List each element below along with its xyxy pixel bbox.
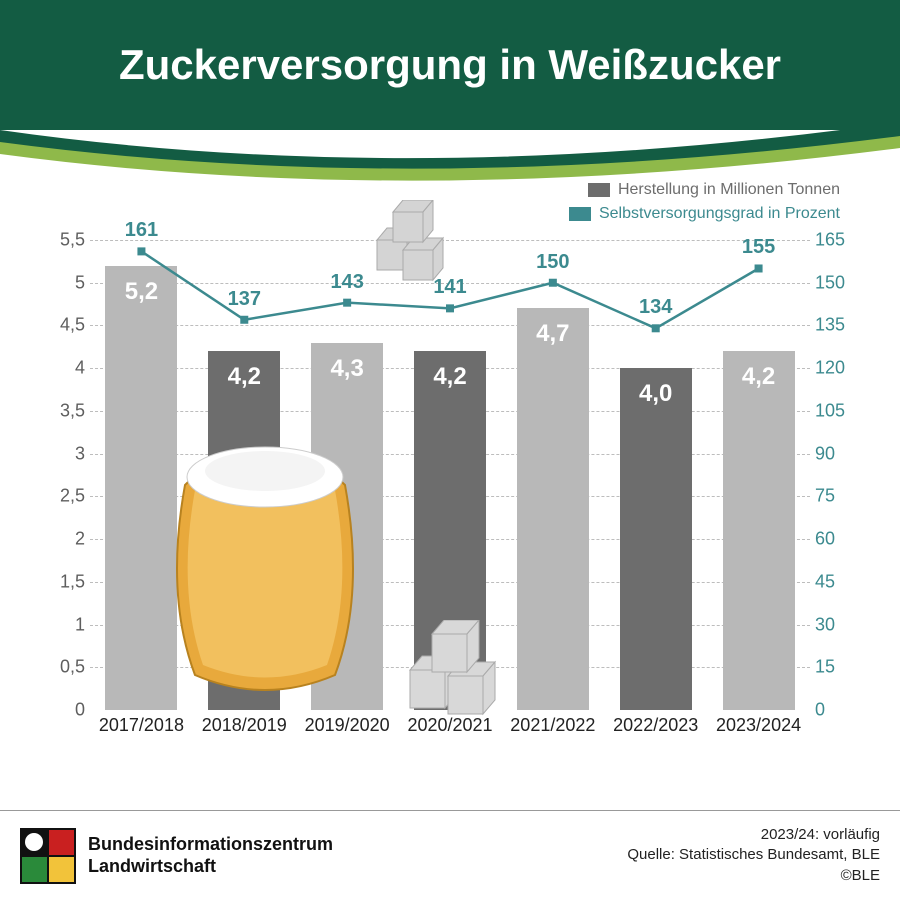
y-left-tick: 5,5 xyxy=(30,230,85,251)
bar: 4,2 xyxy=(723,351,795,710)
org-line-2: Landwirtschaft xyxy=(88,856,333,878)
line-value-label: 150 xyxy=(536,251,569,274)
bar: 5,2 xyxy=(105,266,177,710)
line-value-label: 134 xyxy=(639,296,672,319)
y-left-tick: 2 xyxy=(30,529,85,550)
legend: Herstellung in Millionen Tonnen Selbstve… xyxy=(569,178,840,226)
bar-value-label: 4,2 xyxy=(208,363,280,391)
bar-value-label: 4,0 xyxy=(620,380,692,408)
legend-bars-label: Herstellung in Millionen Tonnen xyxy=(618,178,840,202)
swatch-line-icon xyxy=(569,207,591,221)
org-line-1: Bundesinformationszentrum xyxy=(88,834,333,856)
y-right-tick: 60 xyxy=(815,529,870,550)
x-tick-label: 2022/2023 xyxy=(613,715,698,736)
y-left-tick: 1,5 xyxy=(30,571,85,592)
legend-bars: Herstellung in Millionen Tonnen xyxy=(569,178,840,202)
bar: 4,3 xyxy=(311,343,383,710)
chart: Herstellung in Millionen Tonnen Selbstve… xyxy=(30,170,870,770)
legend-line: Selbstversorgungsgrad in Prozent xyxy=(569,202,840,226)
bar: 4,0 xyxy=(620,368,692,710)
y-left-tick: 5 xyxy=(30,272,85,293)
y-right-tick: 90 xyxy=(815,443,870,464)
bar: 4,2 xyxy=(414,351,486,710)
bar-value-label: 4,2 xyxy=(723,363,795,391)
plot-area: 5,24,24,34,24,74,04,2 161137143141150134… xyxy=(90,240,810,710)
bars: 5,2 4,2 4,3 4,2 4,7 4,0 4,2 xyxy=(90,240,810,710)
header: Zuckerversorgung in Weißzucker xyxy=(0,0,900,130)
logo-text: Bundesinformationszentrum Landwirtschaft xyxy=(88,834,333,877)
footer: Bundesinformationszentrum Landwirtschaft… xyxy=(0,810,900,900)
y-right-tick: 15 xyxy=(815,657,870,678)
y-left-tick: 4 xyxy=(30,358,85,379)
y-axis-left: 00,511,522,533,544,555,5 xyxy=(30,240,85,710)
y-right-tick: 135 xyxy=(815,315,870,336)
y-right-tick: 105 xyxy=(815,400,870,421)
y-left-tick: 3,5 xyxy=(30,400,85,421)
y-left-tick: 0,5 xyxy=(30,657,85,678)
bar-value-label: 4,7 xyxy=(517,320,589,348)
bar: 4,2 xyxy=(208,351,280,710)
y-right-tick: 75 xyxy=(815,486,870,507)
y-axis-right: 0153045607590105120135150165 xyxy=(815,240,870,710)
bar-value-label: 4,3 xyxy=(311,355,383,383)
legend-line-label: Selbstversorgungsgrad in Prozent xyxy=(599,202,840,226)
y-right-tick: 45 xyxy=(815,571,870,592)
y-left-tick: 0 xyxy=(30,700,85,721)
line-value-label: 161 xyxy=(125,219,158,242)
copyright: ©BLE xyxy=(627,866,880,886)
bar: 4,7 xyxy=(517,308,589,710)
y-right-tick: 165 xyxy=(815,230,870,251)
y-right-tick: 0 xyxy=(815,700,870,721)
x-tick-label: 2019/2020 xyxy=(305,715,390,736)
y-left-tick: 3 xyxy=(30,443,85,464)
page-title: Zuckerversorgung in Weißzucker xyxy=(119,41,781,89)
x-tick-label: 2023/2024 xyxy=(716,715,801,736)
line-value-label: 143 xyxy=(330,270,363,293)
line-value-label: 155 xyxy=(742,236,775,259)
bar-value-label: 5,2 xyxy=(105,278,177,306)
y-left-tick: 2,5 xyxy=(30,486,85,507)
x-tick-label: 2021/2022 xyxy=(510,715,595,736)
x-tick-label: 2020/2021 xyxy=(407,715,492,736)
y-left-tick: 1 xyxy=(30,614,85,635)
bar-value-label: 4,2 xyxy=(414,363,486,391)
y-right-tick: 30 xyxy=(815,614,870,635)
swatch-bars-icon xyxy=(588,183,610,197)
line-value-label: 137 xyxy=(228,288,261,311)
x-tick-label: 2018/2019 xyxy=(202,715,287,736)
y-left-tick: 4,5 xyxy=(30,315,85,336)
credits: 2023/24: vorläufig Quelle: Statistisches… xyxy=(627,825,880,886)
source: Quelle: Statistisches Bundesamt, BLE xyxy=(627,845,880,865)
y-right-tick: 150 xyxy=(815,272,870,293)
x-axis-labels: 2017/2018 2018/2019 2019/2020 2020/2021 2021… xyxy=(90,715,810,745)
logo: Bundesinformationszentrum Landwirtschaft xyxy=(20,828,333,884)
line-value-label: 141 xyxy=(433,276,466,299)
x-tick-label: 2017/2018 xyxy=(99,715,184,736)
logo-icon xyxy=(20,828,76,884)
y-right-tick: 120 xyxy=(815,358,870,379)
footnote: 2023/24: vorläufig xyxy=(627,825,880,845)
